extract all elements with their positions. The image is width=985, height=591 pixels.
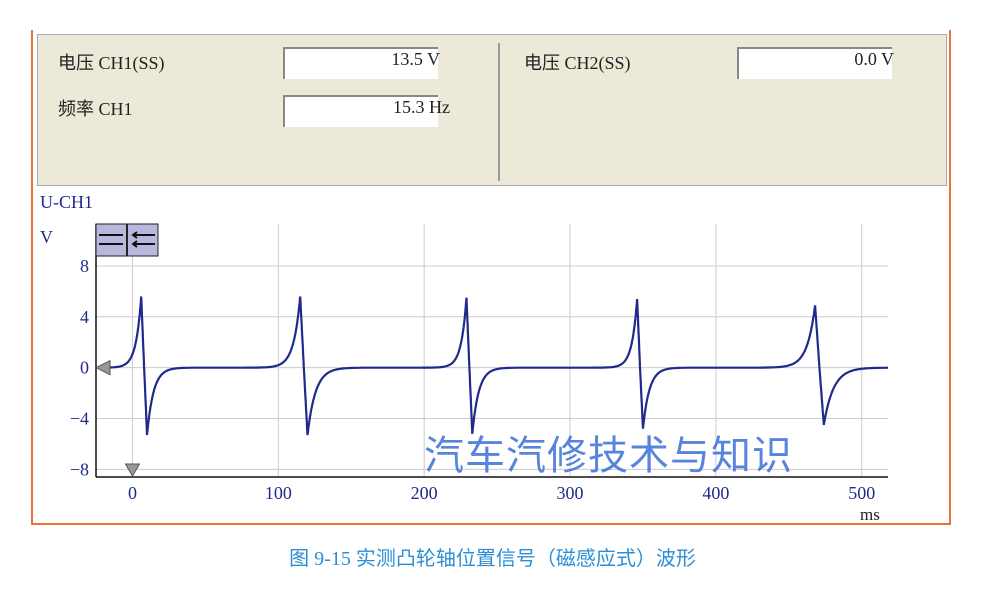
equal-lines-icon xyxy=(99,234,123,245)
chart-title: U-CH1 xyxy=(40,192,93,212)
arrow-left-icon xyxy=(131,231,155,248)
ch1-voltage-value: 13.5 V xyxy=(391,49,440,69)
y-tick-label: −4 xyxy=(70,409,89,429)
y-tick-label: 4 xyxy=(80,307,89,327)
ch1-frequency-value: 15.3 Hz xyxy=(393,97,450,117)
x-tick-label: 400 xyxy=(702,483,729,503)
y-tick-label: 8 xyxy=(80,256,89,276)
ch1-frequency-label: 频率 CH1 xyxy=(58,99,133,119)
zero-level-marker xyxy=(94,359,111,376)
ch1-frequency-field xyxy=(283,95,438,127)
ch1-waveform xyxy=(95,296,888,436)
ch2-voltage-value: 0.0 V xyxy=(854,49,894,69)
x-tick-label: 300 xyxy=(557,483,584,503)
trigger-marker xyxy=(124,463,141,477)
figure-caption: 图 9-15 实测凸轮轴位置信号（磁感应式）波形 xyxy=(289,548,696,570)
y-tick-label: 0 xyxy=(80,358,89,378)
watermark: 汽车汽修技术与知识 xyxy=(424,433,793,479)
ch2-voltage-label: 电压 CH2(SS) xyxy=(524,53,631,73)
y-axis-unit: V xyxy=(40,227,53,247)
oscilloscope-window: 电压 CH1(SS) 13.5 V 频率 CH1 15.3 Hz 电压 CH2(… xyxy=(31,30,951,525)
x-tick-label: 500 xyxy=(848,483,875,503)
measurement-panel: 电压 CH1(SS) 13.5 V 频率 CH1 15.3 Hz 电压 CH2(… xyxy=(37,34,947,186)
ch2-voltage-field xyxy=(737,47,892,79)
ch1-voltage-label: 电压 CH1(SS) xyxy=(58,53,165,73)
x-axis-unit: ms xyxy=(860,505,880,524)
x-tick-label: 100 xyxy=(265,483,292,503)
x-tick-label: 0 xyxy=(128,483,137,503)
panel-divider xyxy=(498,43,500,181)
ch1-voltage-field xyxy=(283,47,438,79)
x-tick-label: 200 xyxy=(411,483,438,503)
y-tick-label: −8 xyxy=(70,459,89,479)
